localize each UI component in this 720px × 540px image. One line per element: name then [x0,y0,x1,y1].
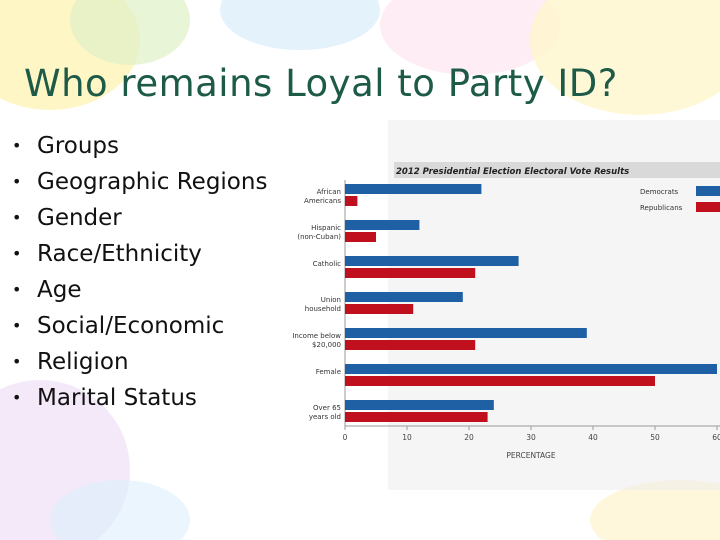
category-label: Income below [292,332,341,340]
bullet-text: Religion [37,349,129,375]
bar-republicans [345,232,376,242]
legend-label: Republicans [640,204,683,212]
chart-image: 2012 Presidential Election Electoral Vot… [268,120,720,500]
x-tick-label: 30 [526,433,536,442]
bullet-text: Age [37,277,82,303]
bullet-text: Gender [37,205,122,231]
bar-republicans [345,268,476,278]
chart-title-banner [394,162,720,178]
bar-republicans [345,340,476,350]
bar-republicans [345,304,414,314]
bar-democrats [345,220,420,230]
bullet-glyph: • [12,136,22,155]
bullet-text: Geographic Regions [37,169,268,195]
bullet-glyph: • [12,388,22,407]
legend-label: Democrats [640,188,679,196]
bullet-item: • Gender [12,200,267,236]
category-label: household [305,305,341,313]
x-tick-label: 20 [464,433,474,442]
bar-democrats [345,184,482,194]
bullet-item: • Groups [12,128,267,164]
bullet-glyph: • [12,208,22,227]
category-label: years old [309,413,341,421]
bullet-item: • Race/Ethnicity [12,236,267,272]
bar-republicans [345,412,488,422]
bar-chart: 2012 Presidential Election Electoral Vot… [292,120,720,490]
bullet-item: • Geographic Regions [12,164,267,200]
bullet-glyph: • [12,352,22,371]
category-label: Hispanic [311,224,341,232]
bullet-text: Marital Status [37,385,197,411]
bullet-text: Groups [37,133,120,159]
category-label: Americans [304,197,341,205]
category-label: Union [321,296,341,304]
bar-democrats [345,256,519,266]
bar-democrats [345,364,717,374]
bar-republicans [345,376,655,386]
category-label: (non-Cuban) [297,233,341,241]
bullet-item: • Age [12,272,267,308]
bullet-text: Race/Ethnicity [37,241,202,267]
bar-republicans [345,196,358,206]
bullet-glyph: • [12,280,22,299]
category-label: Female [316,368,341,376]
bar-democrats [345,400,494,410]
category-label: Over 65 [313,404,341,412]
slide-title: Who remains Loyal to Party ID? [24,62,618,105]
x-tick-label: 0 [343,433,348,442]
x-tick-label: 40 [588,433,598,442]
bullet-text: Social/Economic [37,313,225,339]
bullet-glyph: • [12,316,22,335]
bullet-item: • Social/Economic [12,308,267,344]
category-label: African [317,188,341,196]
legend-swatch [696,186,720,196]
x-tick-label: 50 [650,433,660,442]
category-label: $20,000 [312,341,341,349]
bullet-item: • Marital Status [12,380,267,416]
bullet-glyph: • [12,172,22,191]
bullet-item: • Religion [12,344,267,380]
chart-title: 2012 Presidential Election Electoral Vot… [396,167,629,177]
x-tick-label: 60 [712,433,720,442]
x-tick-label: 10 [402,433,412,442]
legend-swatch [696,202,720,212]
bar-democrats [345,328,587,338]
bullet-list: • Groups • Geographic Regions • Gender • Rac… [12,128,267,416]
bullet-glyph: • [12,244,22,263]
x-axis-title: PERCENTAGE [506,451,555,460]
category-label: Catholic [313,260,342,268]
bar-democrats [345,292,463,302]
chart-panel [388,120,720,490]
